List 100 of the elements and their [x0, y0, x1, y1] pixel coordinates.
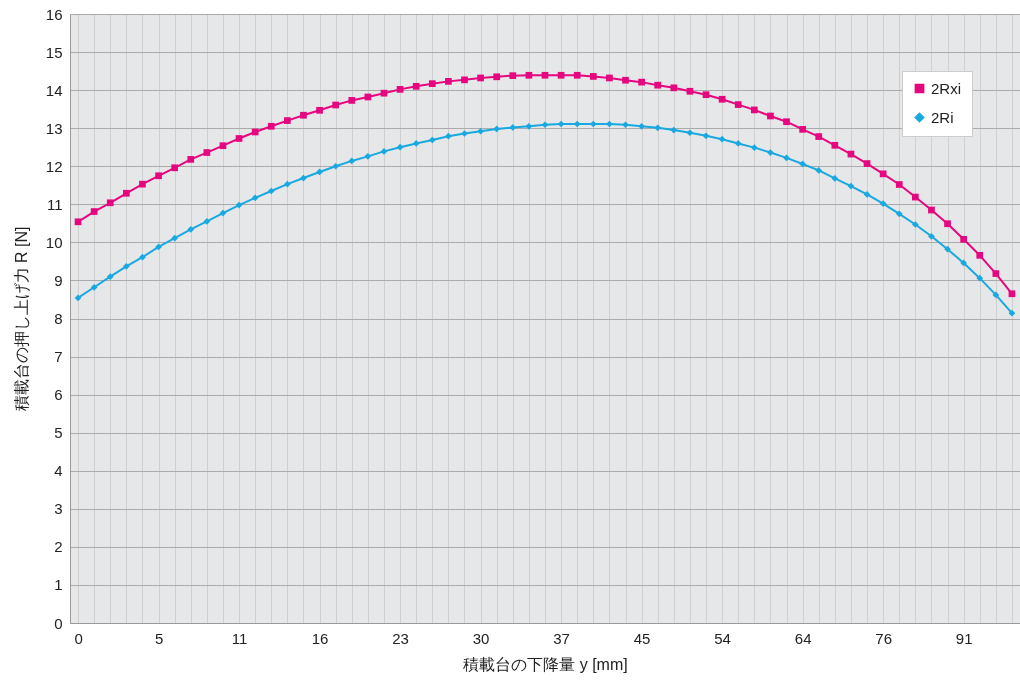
point: [944, 245, 951, 253]
x-tick-label: 5: [154, 629, 164, 647]
x-tick-label: 54: [714, 629, 731, 647]
point: [895, 181, 903, 188]
point: [219, 209, 227, 217]
y-tick-label: 0: [54, 614, 63, 632]
y-axis-title: 積載台の押し上げ力 R [N]: [12, 226, 30, 412]
point: [686, 87, 694, 95]
y-tick-label: 16: [45, 5, 63, 23]
point: [364, 153, 372, 160]
point: [74, 294, 82, 302]
point: [316, 106, 323, 114]
x-tick-label: 11: [231, 629, 248, 647]
x-tick-label: 0: [74, 629, 83, 647]
point: [187, 226, 195, 233]
point: [284, 117, 291, 124]
y-tick-label: 9: [54, 271, 63, 289]
point: [541, 121, 549, 129]
y-tick-label: 15: [45, 43, 63, 61]
point: [90, 283, 98, 291]
point: [815, 167, 823, 174]
point: [767, 149, 774, 156]
point: [702, 132, 710, 140]
point: [815, 133, 823, 140]
point: [139, 253, 146, 261]
point: [525, 122, 533, 130]
point: [123, 263, 130, 270]
point: [783, 118, 790, 126]
point: [589, 73, 597, 80]
point: [911, 221, 919, 228]
x-tick-label: 23: [392, 629, 409, 647]
point: [541, 71, 549, 79]
y-tick-label: 7: [54, 348, 63, 366]
y-tick-label: 5: [54, 424, 63, 442]
point: [960, 259, 967, 267]
point: [509, 72, 517, 80]
point: [74, 218, 82, 226]
point: [412, 140, 420, 147]
point: [976, 274, 984, 282]
point: [106, 199, 114, 207]
y-tick-label: 1: [54, 576, 63, 594]
point: [799, 125, 806, 133]
point: [203, 218, 211, 225]
x-tick-label: 64: [794, 629, 812, 647]
y-tick-label: 14: [45, 81, 63, 99]
point: [992, 291, 1000, 299]
point: [509, 124, 517, 131]
y-tick-label: 6: [54, 386, 63, 404]
point: [783, 154, 790, 162]
x-tick-label: 37: [553, 629, 570, 647]
point: [332, 101, 340, 109]
point: [461, 76, 468, 84]
point: [203, 149, 211, 156]
y-tick-label: 4: [54, 462, 63, 480]
point: [171, 234, 179, 242]
point: [750, 106, 758, 114]
point: [670, 84, 678, 92]
point: [638, 78, 645, 86]
point: [445, 78, 452, 85]
point: [573, 71, 581, 79]
point: [670, 126, 678, 134]
point: [654, 81, 662, 89]
point: [557, 120, 565, 128]
y-tick-label: 13: [45, 119, 63, 137]
point: [380, 89, 388, 97]
point: [622, 76, 629, 84]
point: [847, 182, 855, 190]
point: [477, 127, 484, 135]
point: [90, 208, 98, 215]
point: [992, 270, 1000, 277]
y-tick-label: 10: [45, 233, 63, 251]
point: [718, 95, 726, 103]
point: [300, 111, 307, 119]
point: [493, 73, 501, 81]
point: [606, 74, 613, 82]
point: [654, 124, 662, 132]
point: [445, 132, 452, 140]
point: [332, 162, 340, 170]
point: [284, 180, 291, 188]
y-tick-label: 11: [46, 195, 63, 213]
y-tick-label: 12: [45, 157, 63, 175]
point: [155, 172, 162, 180]
point: [219, 142, 227, 150]
point: [251, 128, 259, 136]
x-axis-title: 積載台の下降量 y [mm]: [463, 655, 628, 673]
point: [831, 175, 839, 182]
legend-label: 2Ri: [931, 108, 954, 126]
point: [976, 251, 984, 259]
point: [123, 189, 130, 197]
point: [750, 144, 758, 151]
point: [171, 164, 179, 172]
x-tick-label: 91: [955, 629, 973, 647]
point: [686, 129, 694, 137]
point: [461, 130, 468, 137]
point: [831, 141, 839, 149]
point: [267, 187, 275, 195]
point: [412, 82, 420, 90]
point: [702, 91, 710, 99]
point: [944, 220, 951, 228]
y-tick-label: 2: [54, 538, 63, 556]
